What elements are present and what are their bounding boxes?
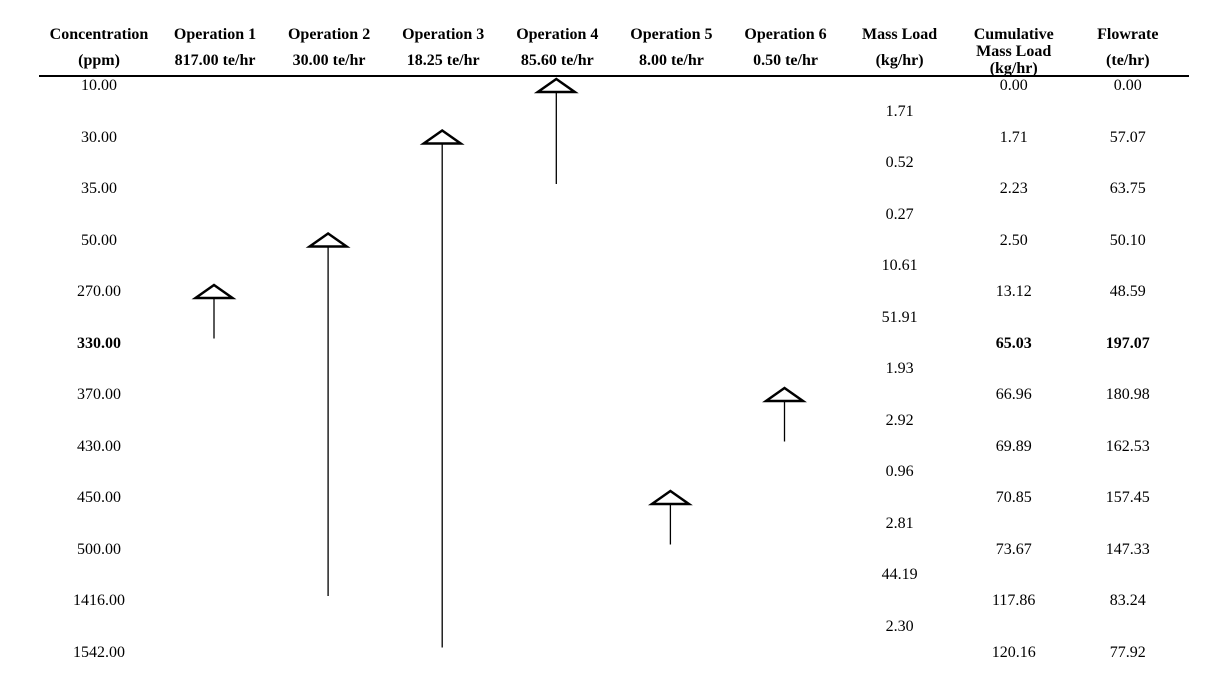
operation-6-arrow [762, 386, 807, 442]
mass-load-value: 2.81 [885, 514, 914, 532]
column-header-line: 85.60 te/hr [520, 52, 594, 69]
column-header-cumulative-mass-load: Cumulative Mass Load (kg/hr) [939, 26, 1089, 77]
mass-load-value: 0.52 [885, 154, 914, 172]
arrow-head-icon [419, 128, 465, 145]
mass-load-value: 0.27 [885, 205, 914, 223]
concentration-value: 330.00 [77, 334, 121, 352]
column-header-line: Operation 2 [287, 26, 371, 43]
column-header-line: Operation 6 [744, 26, 827, 43]
cumulative-mass-load-value: 0.00 [999, 77, 1028, 94]
mass-load-value: 2.92 [885, 411, 914, 429]
mass-load-value: 2.30 [885, 617, 914, 635]
operation-3-arrow [419, 128, 465, 648]
cumulative-mass-load-value: 2.23 [999, 180, 1028, 197]
concentration-value: 1542.00 [73, 643, 125, 661]
cumulative-mass-load-value: 70.85 [995, 489, 1032, 506]
column-header-operation-3: Operation 3 18.25 te/hr [368, 22, 518, 74]
column-header-line: Concentration [49, 26, 149, 43]
column-header-operation-2: Operation 2 30.00 te/hr [254, 22, 404, 74]
concentration-value: 30.00 [81, 128, 117, 146]
column-header-line: Mass Load [976, 43, 1052, 60]
column-header-line: 0.50 te/hr [753, 52, 818, 69]
arrow-head-icon [305, 231, 351, 248]
cumulative-mass-load-value: 120.16 [991, 643, 1036, 661]
cumulative-mass-load-value: 65.03 [995, 334, 1032, 352]
column-header-operation-1: Operation 1 817.00 te/hr [140, 22, 290, 74]
mass-load-value: 1.71 [885, 102, 914, 120]
concentration-value: 430.00 [77, 437, 121, 455]
concentration-value: 500.00 [77, 540, 121, 558]
column-header-line: (te/hr) [1106, 52, 1150, 69]
cumulative-mass-load-value: 69.89 [995, 437, 1032, 455]
concentration-value: 450.00 [77, 489, 121, 506]
mass-load-value: 10.61 [881, 257, 918, 275]
column-header-line: 8.00 te/hr [638, 52, 704, 69]
column-header-flowrate: Flowrate (te/hr) [1053, 22, 1203, 74]
flowrate-value: 50.10 [1109, 231, 1146, 249]
concentration-value: 10.00 [81, 77, 117, 94]
flowrate-value: 0.00 [1113, 77, 1142, 94]
mass-load-value: 51.91 [881, 308, 918, 326]
arrow-head-icon [191, 283, 237, 300]
header-rule [39, 75, 1189, 77]
column-header-line: Cumulative [973, 26, 1054, 43]
column-header-line: (kg/hr) [875, 52, 924, 69]
operation-2-arrow [305, 231, 351, 596]
flowrate-value: 180.98 [1105, 386, 1150, 403]
cumulative-mass-load-value: 2.50 [999, 231, 1028, 249]
column-header-line: 817.00 te/hr [174, 52, 256, 69]
flowrate-value: 57.07 [1109, 128, 1146, 146]
flowrate-value: 157.45 [1105, 489, 1150, 506]
concentration-value: 1416.00 [73, 592, 125, 609]
cumulative-mass-load-value: 117.86 [991, 592, 1036, 609]
cumulative-mass-load-value: 1.71 [999, 128, 1028, 146]
mass-load-value: 1.93 [885, 360, 914, 378]
column-header-line: 18.25 te/hr [406, 52, 480, 69]
mass-load-value: 0.96 [885, 463, 914, 481]
column-header-line: (kg/hr) [989, 60, 1038, 77]
concentration-value: 50.00 [81, 231, 117, 249]
flowrate-value: 162.53 [1105, 437, 1150, 455]
arrow-head-icon [647, 489, 693, 506]
cumulative-mass-load-value: 73.67 [995, 540, 1032, 558]
operation-1-arrow [191, 283, 237, 339]
mass-load-value: 44.19 [881, 566, 918, 584]
column-header-line: Operation 1 [173, 26, 257, 43]
column-header-line: Operation 4 [516, 26, 599, 43]
flowrate-value: 63.75 [1109, 180, 1146, 197]
column-header-line: Mass Load [862, 26, 938, 43]
arrow-head-icon [762, 386, 807, 403]
column-header-line: 30.00 te/hr [292, 52, 366, 69]
column-header-line: (ppm) [78, 52, 120, 69]
column-header-operation-5: Operation 5 8.00 te/hr [596, 22, 746, 74]
flowrate-value: 48.59 [1109, 283, 1146, 300]
column-header-operation-6: Operation 6 0.50 te/hr [711, 22, 861, 74]
column-header-mass-load: Mass Load (kg/hr) [825, 22, 975, 74]
column-header-line: Flowrate [1097, 26, 1159, 43]
cumulative-mass-load-value: 13.12 [995, 283, 1032, 300]
operation-5-arrow [647, 489, 693, 545]
column-header-concentration: Concentration (ppm) [24, 22, 174, 74]
concentration-value: 35.00 [81, 180, 117, 197]
column-header-line: Operation 3 [402, 26, 485, 43]
concentration-value: 370.00 [77, 386, 121, 403]
concentration-value: 270.00 [77, 283, 121, 300]
flowrate-value: 77.92 [1109, 643, 1146, 661]
operation-4-arrow [533, 77, 579, 184]
flowrate-value: 197.07 [1105, 334, 1150, 352]
column-header-operation-4: Operation 4 85.60 te/hr [482, 22, 632, 74]
cumulative-mass-load-value: 66.96 [995, 386, 1032, 403]
flowrate-value: 83.24 [1109, 592, 1146, 609]
arrow-head-icon [533, 77, 579, 94]
column-header-line: Operation 5 [630, 26, 713, 43]
flowrate-value: 147.33 [1105, 540, 1150, 558]
